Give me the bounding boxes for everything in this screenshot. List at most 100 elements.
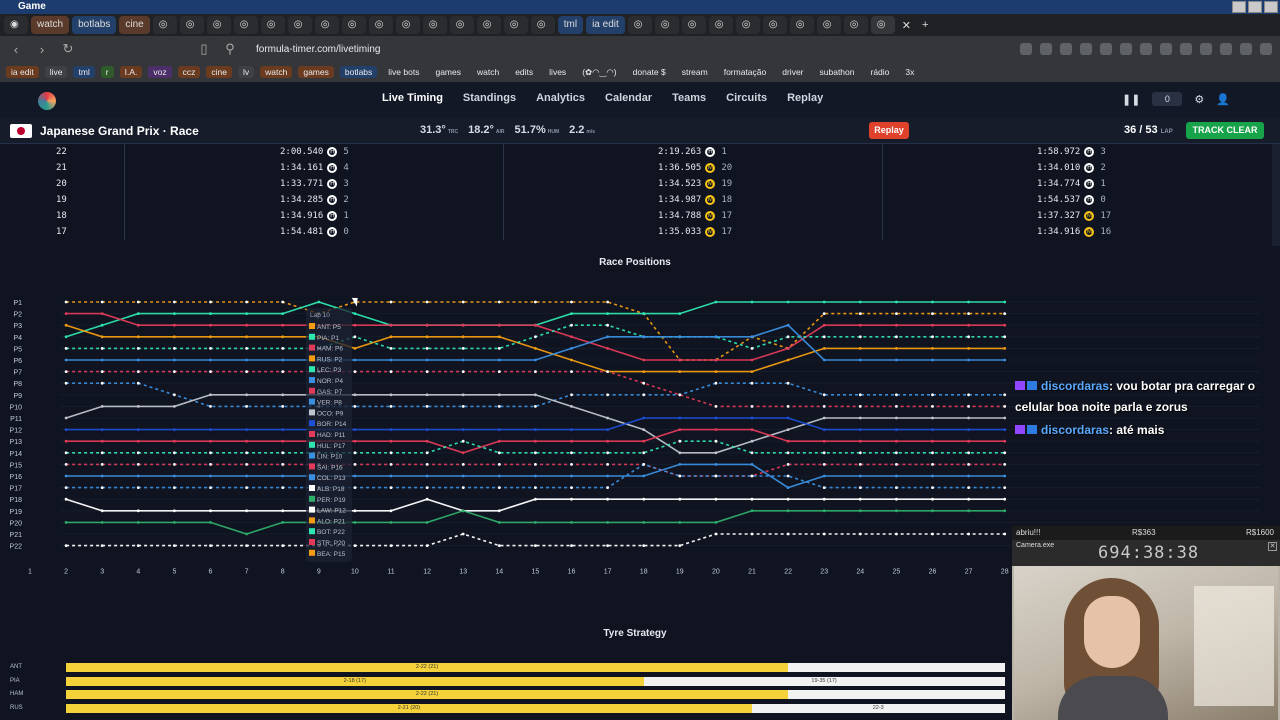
bookmark-item[interactable]: stream	[681, 67, 708, 77]
bookmark-item[interactable]: driver	[782, 67, 804, 77]
browser-tab[interactable]: ◎	[368, 16, 393, 34]
tyre-stint-bar[interactable]: 22-3	[751, 703, 1005, 713]
bookmark-item[interactable]: ia edit	[6, 66, 39, 78]
bookmark-icon[interactable]: ▯	[200, 41, 208, 56]
extension-icon[interactable]	[1240, 43, 1252, 55]
profile-avatar[interactable]	[1260, 43, 1272, 55]
nav-live-timing[interactable]: Live Timing	[382, 92, 443, 104]
settings-gear-icon[interactable]: ⚙	[1194, 93, 1205, 106]
browser-tab[interactable]: botlabs	[72, 16, 117, 34]
bookmark-item[interactable]: rádio	[870, 67, 890, 77]
browser-tab[interactable]: ◎	[735, 16, 760, 34]
browser-tab[interactable]: ◎	[816, 16, 841, 34]
browser-tab[interactable]: ◎	[530, 16, 555, 34]
browser-tab[interactable]: ◎	[476, 16, 501, 34]
bookmark-item[interactable]: voz	[148, 66, 172, 78]
extension-icon[interactable]	[1080, 43, 1092, 55]
browser-tab[interactable]: ◎	[206, 16, 231, 34]
browser-tab[interactable]: ◎	[449, 16, 474, 34]
close-icon[interactable]: ✕	[1268, 542, 1277, 551]
site-logo[interactable]	[38, 92, 56, 110]
tyre-stint-bar[interactable]: 19-35 (17)	[643, 676, 1005, 686]
pause-icon[interactable]: ❚❚	[1121, 93, 1141, 106]
browser-tab[interactable]: ◎	[627, 16, 652, 34]
browser-tab[interactable]: ◎	[260, 16, 285, 34]
bookmark-item[interactable]: 3x	[905, 67, 915, 77]
nav-standings[interactable]: Standings	[462, 92, 517, 104]
bookmark-item[interactable]: (✿◠‿◠)	[582, 66, 617, 77]
tyre-stint-bar[interactable]: 2-18 (17)	[66, 676, 644, 686]
tyre-stint-bar[interactable]: 2-21 (20)	[66, 703, 752, 713]
bookmark-item[interactable]: watch	[260, 66, 293, 78]
close-window-button[interactable]	[1264, 1, 1278, 13]
bookmark-item[interactable]: live	[44, 66, 68, 78]
browser-tab[interactable]: ◎	[395, 16, 420, 34]
nav-analytics[interactable]: Analytics	[536, 92, 586, 104]
browser-tab[interactable]: ◎	[789, 16, 814, 34]
browser-tab[interactable]: ◎	[708, 16, 733, 34]
browser-tab[interactable]: ◉	[4, 16, 28, 34]
maximize-button[interactable]	[1248, 1, 1262, 13]
replay-button[interactable]: Replay	[869, 122, 909, 139]
browser-tab[interactable]: tml	[557, 16, 584, 34]
bookmark-item[interactable]: watch	[476, 67, 500, 77]
bookmark-item[interactable]: subathon	[819, 67, 855, 77]
minimize-button[interactable]	[1232, 1, 1246, 13]
extension-icon[interactable]	[1060, 43, 1072, 55]
browser-tab[interactable]: ◎	[314, 16, 339, 34]
browser-tab[interactable]: ◎	[681, 16, 706, 34]
nav-calendar[interactable]: Calendar	[605, 92, 653, 104]
browser-tab[interactable]: ◎	[503, 16, 528, 34]
extension-icon[interactable]	[1160, 43, 1172, 55]
lap-table-scrollbar[interactable]	[1272, 144, 1280, 246]
extension-icon[interactable]	[1220, 43, 1232, 55]
browser-tab[interactable]: ◎	[179, 16, 204, 34]
bookmark-item[interactable]: cine	[206, 66, 232, 78]
browser-tab[interactable]: watch	[31, 16, 70, 34]
reload-icon[interactable]: ↻	[62, 41, 74, 56]
extension-icon[interactable]	[1180, 43, 1192, 55]
bookmark-item[interactable]: live bots	[388, 67, 420, 77]
browser-tab[interactable]: ◎	[762, 16, 787, 34]
extension-icon[interactable]	[1200, 43, 1212, 55]
bookmark-item[interactable]: formatação	[723, 67, 767, 77]
browser-tab[interactable]: ◎	[341, 16, 366, 34]
extension-icon[interactable]	[1020, 43, 1032, 55]
nav-circuits[interactable]: Circuits	[726, 92, 768, 104]
browser-tab-active[interactable]: ◎	[870, 16, 895, 34]
browser-tab[interactable]: ◎	[654, 16, 679, 34]
bookmark-item[interactable]: lv	[237, 66, 255, 78]
extension-icon[interactable]	[1100, 43, 1112, 55]
extension-icon[interactable]	[1140, 43, 1152, 55]
close-tab-icon[interactable]: ✕	[901, 19, 911, 32]
bookmark-item[interactable]: games	[435, 67, 461, 77]
url-field[interactable]: formula-timer.com/livetiming	[256, 43, 381, 55]
browser-tab[interactable]: ia edit	[586, 16, 625, 34]
bookmark-item[interactable]: botlabs	[339, 66, 378, 78]
browser-tab[interactable]: cine	[119, 16, 150, 34]
extension-icon[interactable]	[1040, 43, 1052, 55]
new-tab-icon[interactable]: +	[921, 19, 929, 31]
browser-tab[interactable]: ◎	[152, 16, 177, 34]
tyre-stint-bar[interactable]	[788, 690, 1005, 699]
bookmark-item[interactable]: lives	[549, 67, 567, 77]
browser-tab[interactable]: ◎	[233, 16, 258, 34]
bookmark-item[interactable]: ccz	[177, 66, 201, 78]
nav-teams[interactable]: Teams	[672, 92, 707, 104]
race-positions-chart[interactable]: P1 P2 P3 P4 P5 P6 P7 P8 P9 P10 P11 P12 P13 P14 P15 P16 P…	[0, 290, 1270, 610]
tyre-stint-bar[interactable]: 2-22 (21)	[66, 663, 788, 672]
tyre-stint-bar[interactable]	[788, 663, 1005, 672]
nav-replay[interactable]: Replay	[787, 92, 824, 104]
browser-tab[interactable]: ◎	[843, 16, 868, 34]
site-info-icon[interactable]: ⚲	[225, 41, 235, 56]
browser-tab[interactable]: ◎	[287, 16, 312, 34]
bookmark-item[interactable]: I.A.	[119, 66, 143, 78]
back-arrow-icon[interactable]: ‹	[13, 41, 19, 57]
bookmark-item[interactable]: games	[298, 66, 334, 78]
browser-tab[interactable]: ◎	[422, 16, 447, 34]
bookmark-item[interactable]: donate $	[632, 67, 666, 77]
user-icon[interactable]: 👤	[1216, 93, 1230, 106]
forward-arrow-icon[interactable]: ›	[39, 41, 45, 57]
bookmark-item[interactable]: edits	[515, 67, 534, 77]
bookmark-item[interactable]: r	[100, 66, 114, 78]
